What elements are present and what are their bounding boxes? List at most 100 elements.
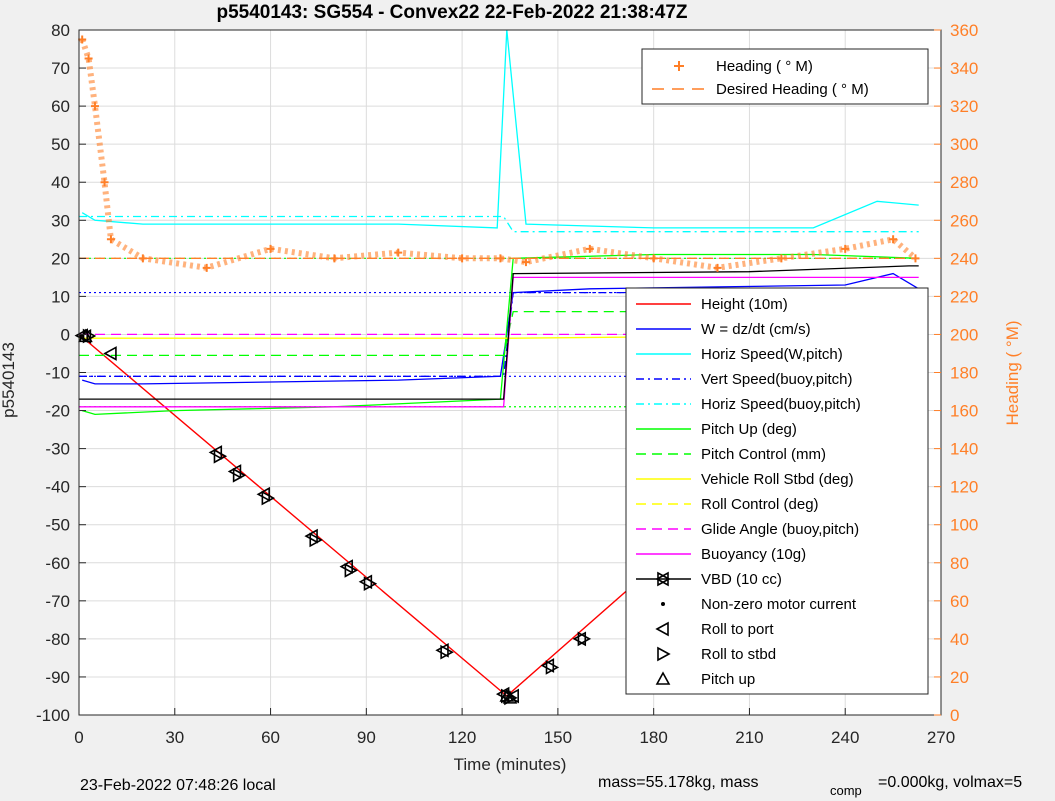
heading-trace	[79, 38, 918, 271]
y2-tick-label-2: 320	[950, 97, 978, 116]
y2-tick-label-5: 260	[950, 211, 978, 230]
legend-heading-swatch-0	[674, 61, 684, 71]
footer-mass-sub: comp	[830, 783, 862, 798]
roll-to-stbd-marker-2	[232, 467, 247, 483]
legend-main-label-8: Roll Control (deg)	[701, 496, 819, 513]
y2-tick-label-0: 360	[950, 21, 978, 40]
roll-to-stbd-marker-0	[82, 328, 97, 344]
roll-to-port-marker-1	[77, 328, 92, 344]
legend-main: Height (10m) W = dz/dt (cm/s) Horiz Speed(…	[625, 287, 929, 695]
y-tick-label-4: 40	[51, 173, 70, 192]
y-tick-label-8: 0	[61, 325, 70, 344]
y2-tick-label-8: 200	[950, 325, 978, 344]
y-tick-label-11: -30	[45, 440, 70, 459]
chart-title: p5540143: SG554 - Convex22 22-Feb-2022 2…	[216, 2, 687, 23]
x-axis-label: Time (minutes)	[454, 755, 567, 774]
x-tick-label-4: 120	[448, 728, 476, 747]
roll-to-stbd-marker-4	[309, 532, 323, 548]
legend-vbd-stbd-marker	[657, 571, 671, 587]
y2-axis-ticks: 3603403203002802602402202001801601401201…	[934, 21, 978, 725]
legend-main-label-7: Vehicle Roll Stbd (deg)	[701, 471, 854, 488]
y-tick-label-6: 20	[51, 249, 70, 268]
legend-main-label-4: Horiz Speed(buoy,pitch)	[701, 396, 861, 413]
y2-tick-label-1: 340	[950, 59, 978, 78]
legend-main-label-6: Pitch Control (mm)	[701, 446, 826, 463]
roll-to-stbd-marker-7	[440, 644, 454, 660]
pitch-up-marker-1	[499, 688, 515, 702]
roll-to-stbd-marker-3	[261, 490, 276, 506]
y-tick-label-16: -80	[45, 630, 70, 649]
legend-main-swatch-15	[655, 671, 671, 685]
y2-tick-label-11: 140	[950, 440, 978, 459]
footer-local-time: 23-Feb-2022 07:48:26 local	[80, 777, 276, 794]
y2-tick-label-16: 40	[950, 630, 969, 649]
y-axis-label: p5540143	[0, 342, 18, 418]
y2-tick-label-15: 60	[950, 592, 969, 611]
legend-heading-box	[641, 48, 929, 105]
roll-to-port-marker-13	[572, 631, 587, 647]
y2-tick-label-17: 20	[950, 668, 969, 687]
roll-to-port-marker-2	[103, 346, 117, 361]
y2-tick-label-3: 300	[950, 135, 978, 154]
y2-tick-label-12: 120	[950, 478, 978, 497]
roll-to-stbd-marker-5	[344, 563, 359, 578]
legend-heading-label-0: Heading ( ° M)	[716, 58, 813, 75]
x-tick-label-8: 240	[831, 728, 859, 747]
x-tick-label-5: 150	[544, 728, 572, 747]
pitch-up-marker-0	[78, 328, 93, 343]
y-tick-label-18: -100	[36, 706, 70, 725]
footer-mass-a: mass=55.178kg, mass	[598, 774, 759, 791]
legend-main-label-12: Non-zero motor current	[701, 596, 857, 613]
y-tick-label-13: -50	[45, 516, 70, 535]
roll-to-port-marker-5	[256, 486, 270, 502]
y2-tick-label-6: 240	[950, 249, 978, 268]
y2-tick-label-9: 180	[950, 364, 978, 383]
series-4	[79, 215, 919, 233]
legend-heading: Heading ( ° M) Desired Heading ( ° M)	[641, 48, 929, 105]
legend-main-swatch-12	[661, 602, 665, 606]
y-tick-label-5: 30	[51, 211, 70, 230]
pitch-up-marker-2	[502, 690, 518, 704]
y-tick-label-2: 60	[51, 97, 70, 116]
x-tick-label-7: 210	[735, 728, 763, 747]
x-tick-label-0: 0	[74, 728, 83, 747]
y-tick-label-1: 70	[51, 59, 70, 78]
roll-to-stbd-marker-11	[577, 631, 592, 647]
legend-main-label-0: Height (10m)	[701, 296, 788, 313]
legend-main-label-3: Vert Speed(buoy,pitch)	[701, 371, 852, 388]
legend-main-swatch-11	[636, 571, 691, 587]
legend-main-swatch-13	[655, 621, 669, 637]
y-tick-label-3: 50	[51, 135, 70, 154]
legend-heading-label-1: Desired Heading ( ° M)	[716, 81, 869, 98]
y2-tick-label-14: 80	[950, 554, 969, 573]
legend-main-label-10: Buoyancy (10g)	[701, 546, 806, 563]
x-tick-label-3: 90	[357, 728, 376, 747]
roll-to-port-marker-4	[227, 464, 242, 479]
roll-to-stbd-marker-6	[363, 576, 378, 592]
y-tick-label-15: -70	[45, 592, 70, 611]
roll-to-port-marker-3	[208, 445, 223, 460]
y2-tick-label-13: 100	[950, 516, 978, 535]
legend-main-label-2: Horiz Speed(W,pitch)	[701, 346, 843, 363]
roll-to-port-marker-6	[304, 528, 318, 544]
legend-main-swatch-14	[657, 646, 671, 662]
footer-mass-b: =0.000kg, volmax=5	[878, 774, 1022, 791]
legend-main-label-13: Roll to port	[701, 621, 774, 638]
x-tick-label-1: 30	[165, 728, 184, 747]
legend-main-label-15: Pitch up	[701, 671, 755, 688]
legend-main-label-5: Pitch Up (deg)	[701, 421, 797, 438]
roll-to-stbd-marker-1	[213, 448, 228, 464]
y-tick-label-7: 10	[51, 287, 70, 306]
y-tick-label-17: -90	[45, 668, 70, 687]
legend-main-label-11: VBD (10 cc)	[701, 571, 782, 588]
y-tick-label-0: 80	[51, 21, 70, 40]
roll-to-port-marker-7	[339, 559, 353, 574]
legend-main-box	[625, 287, 929, 695]
y-axis-ticks: 80 70 60 50 40 30 20 10 0 -10 -20 -30 -40 -50 -60 -70 -8…	[36, 21, 86, 725]
y2-tick-label-10: 160	[950, 402, 978, 421]
y-tick-label-14: -60	[45, 554, 70, 573]
legend-main-label-14: Roll to stbd	[701, 646, 776, 663]
y-tick-label-12: -40	[45, 478, 70, 497]
x-axis-ticks: 0 30 60 90 120 150 180 210 240 270	[74, 708, 955, 747]
